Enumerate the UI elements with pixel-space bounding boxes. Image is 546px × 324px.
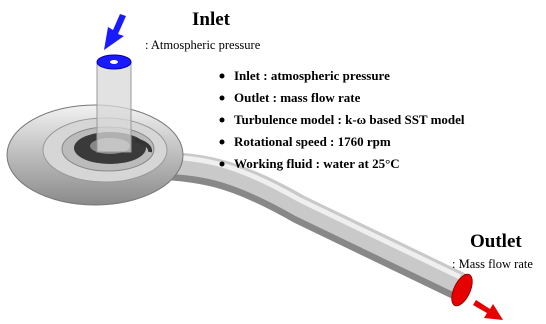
condition-item: Inlet : atmospheric pressure bbox=[234, 68, 390, 83]
bullet bbox=[220, 96, 225, 101]
inlet-note: : Atmospheric pressure bbox=[145, 38, 261, 52]
inlet-arrow bbox=[104, 14, 126, 50]
bullet bbox=[220, 74, 225, 79]
condition-item: Outlet : mass flow rate bbox=[234, 90, 361, 105]
inlet-title: Inlet bbox=[192, 9, 231, 30]
condition-list: Inlet : atmospheric pressure Outlet : mas… bbox=[220, 68, 465, 171]
inlet-face-center bbox=[110, 60, 118, 64]
inlet-pipe bbox=[97, 62, 131, 152]
outlet-note: : Mass flow rate bbox=[452, 257, 533, 271]
bullet bbox=[220, 118, 225, 123]
condition-item: Rotational speed : 1760 rpm bbox=[234, 134, 391, 149]
condition-item: Working fluid : water at 25°C bbox=[234, 156, 400, 171]
condition-item: Turbulence model : k-ω based SST model bbox=[234, 112, 465, 127]
bullet bbox=[220, 162, 225, 167]
outlet-title: Outlet bbox=[470, 231, 522, 252]
bullet bbox=[220, 140, 225, 145]
diagram: Inlet : Atmospheric pressure Inlet : atm… bbox=[0, 0, 546, 324]
outlet-arrow bbox=[473, 300, 503, 320]
